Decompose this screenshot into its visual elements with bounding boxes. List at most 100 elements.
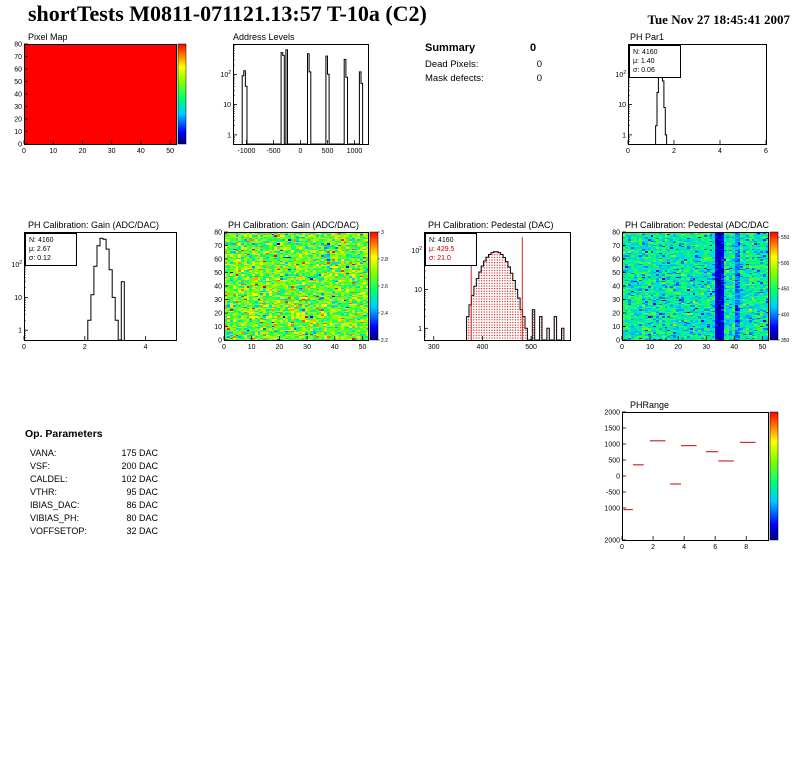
dead-pixels-label: Dead Pixels: xyxy=(425,59,479,70)
pedestal-hist-stats-box: N: 4160 μ: 429.5 σ: 21.0 xyxy=(425,233,477,266)
svg-text:1000: 1000 xyxy=(604,506,620,513)
svg-text:4: 4 xyxy=(718,148,722,155)
svg-text:40: 40 xyxy=(137,148,145,155)
svg-text:500: 500 xyxy=(525,344,537,351)
svg-text:20: 20 xyxy=(79,148,87,155)
svg-text:30: 30 xyxy=(612,297,620,304)
mask-defects-value: 0 xyxy=(536,73,542,84)
pedestal-hist-title: PH Calibration: Pedestal (DAC) xyxy=(428,220,554,230)
svg-text:10: 10 xyxy=(223,102,231,109)
svg-text:50: 50 xyxy=(612,270,620,277)
svg-text:2.2: 2.2 xyxy=(381,338,388,344)
svg-text:1: 1 xyxy=(418,326,422,333)
svg-text:2.8: 2.8 xyxy=(381,257,388,263)
op-param-value: 80 DAC xyxy=(126,513,158,523)
stat-sigma: σ: 21.0 xyxy=(429,255,451,262)
svg-text:10: 10 xyxy=(14,295,22,302)
svg-text:40: 40 xyxy=(14,92,22,99)
summary-block: Summary 0 Dead Pixels: 0 Mask defects: 0 xyxy=(410,40,590,92)
svg-text:2.6: 2.6 xyxy=(381,284,388,290)
svg-text:0: 0 xyxy=(222,344,226,351)
svg-text:0: 0 xyxy=(620,544,624,551)
svg-text:2000: 2000 xyxy=(604,538,620,545)
svg-text:2: 2 xyxy=(83,344,87,351)
gain-map-panel: PH Calibration: Gain (ADC/DAC) 0 10 20 30 40… xyxy=(200,220,390,355)
svg-text:10: 10 xyxy=(414,287,422,294)
svg-text:30: 30 xyxy=(14,104,22,111)
svg-text:60: 60 xyxy=(612,257,620,264)
svg-text:20: 20 xyxy=(14,117,22,124)
svg-text:0: 0 xyxy=(22,148,26,155)
svg-text:30: 30 xyxy=(303,344,311,351)
op-param-label: VOFFSETOP: xyxy=(30,526,87,536)
op-param-label: VANA: xyxy=(30,448,57,458)
svg-text:10: 10 xyxy=(14,129,22,136)
ph-range-chart: 0 2 4 6 8 2000 1500 1000 500 0 -500 1000 2000 xyxy=(600,400,796,555)
op-parameters-block: Op. Parameters VANA: 175 DAC VSF: 200 DA… xyxy=(18,428,198,548)
dead-pixels-value: 0 xyxy=(536,59,542,70)
summary-total-value: 0 xyxy=(530,42,537,54)
gain-hist-stats-box: N: 4160 μ: 2.67 σ: 0.12 xyxy=(25,233,77,266)
svg-text:10: 10 xyxy=(49,148,57,155)
svg-text:102: 102 xyxy=(615,70,626,79)
pedestal-hist-panel: PH Calibration: Pedestal (DAC) 300 400 500… xyxy=(400,220,590,355)
svg-text:20: 20 xyxy=(612,311,620,318)
ph-par1-panel: PH Par1 0 2 4 6 102 10 1 N: 4160 μ: 1.40 σ: 0.… xyxy=(606,32,796,160)
svg-text:4: 4 xyxy=(682,544,686,551)
stat-mean: μ: 1.40 xyxy=(633,58,655,65)
pixel-map-title: Pixel Map xyxy=(28,32,68,42)
svg-text:10: 10 xyxy=(248,344,256,351)
pedestal-map-panel: PH Calibration: Pedestal (ADC/DAC 0 10 20 3… xyxy=(600,220,796,355)
pixel-map-panel: Pixel Map 0 10 20 30 40 50 0 10 20 30 40 50 60 70 80 xyxy=(0,32,200,160)
op-param-value: 95 DAC xyxy=(126,487,158,497)
svg-text:60: 60 xyxy=(14,67,22,74)
svg-text:-1000: -1000 xyxy=(238,148,256,155)
svg-text:6: 6 xyxy=(764,148,768,155)
ph-par1-title: PH Par1 xyxy=(630,32,665,42)
stat-sigma: σ: 0.06 xyxy=(633,67,655,74)
svg-text:50: 50 xyxy=(758,344,766,351)
svg-text:60: 60 xyxy=(214,257,222,264)
op-param-value: 86 DAC xyxy=(126,500,158,510)
op-parameters-title: Op. Parameters xyxy=(25,428,103,440)
svg-text:1: 1 xyxy=(227,132,231,139)
page-title: shortTests M0811-071121.13:57 T-10a (C2) xyxy=(28,1,427,26)
svg-text:0: 0 xyxy=(22,344,26,351)
svg-text:400: 400 xyxy=(781,312,790,318)
svg-text:50: 50 xyxy=(166,148,174,155)
svg-text:0: 0 xyxy=(616,338,620,345)
svg-text:500: 500 xyxy=(322,148,334,155)
op-param-label: CALDEL: xyxy=(30,474,68,484)
svg-text:20: 20 xyxy=(214,311,222,318)
op-param-value: 102 DAC xyxy=(121,474,158,484)
svg-text:300: 300 xyxy=(428,344,440,351)
summary-title: Summary xyxy=(425,42,476,54)
svg-text:3: 3 xyxy=(381,230,384,236)
stat-mean: μ: 429.5 xyxy=(429,246,455,253)
svg-text:20: 20 xyxy=(275,344,283,351)
svg-text:40: 40 xyxy=(214,284,222,291)
svg-text:2: 2 xyxy=(651,544,655,551)
svg-text:40: 40 xyxy=(331,344,339,351)
stat-sigma: σ: 0.12 xyxy=(29,255,51,262)
pixel-map-chart: 0 10 20 30 40 50 0 10 20 30 40 50 60 70 80 xyxy=(0,32,200,160)
svg-text:10: 10 xyxy=(214,324,222,331)
op-param-value: 175 DAC xyxy=(121,448,158,458)
stat-entries: N: 4160 xyxy=(429,237,454,244)
op-param-value: 200 DAC xyxy=(121,461,158,471)
svg-text:1500: 1500 xyxy=(604,426,620,433)
ph-range-panel: PHRange 0 2 4 6 8 2000 1500 1000 500 0 -500 1000 200… xyxy=(600,400,796,555)
gain-map-title: PH Calibration: Gain (ADC/DAC) xyxy=(228,220,360,230)
svg-text:0: 0 xyxy=(18,142,22,149)
op-param-label: VTHR: xyxy=(30,487,57,497)
svg-text:70: 70 xyxy=(612,243,620,250)
svg-text:40: 40 xyxy=(612,284,620,291)
svg-text:80: 80 xyxy=(612,230,620,237)
pedestal-map-title: PH Calibration: Pedestal (ADC/DAC xyxy=(625,220,770,230)
stat-mean: μ: 2.67 xyxy=(29,246,51,253)
gain-hist-chart: 0 2 4 102 10 1 xyxy=(0,220,200,355)
svg-text:6: 6 xyxy=(713,544,717,551)
op-param-value: 32 DAC xyxy=(126,526,158,536)
svg-text:0: 0 xyxy=(218,338,222,345)
svg-text:0: 0 xyxy=(616,474,620,481)
